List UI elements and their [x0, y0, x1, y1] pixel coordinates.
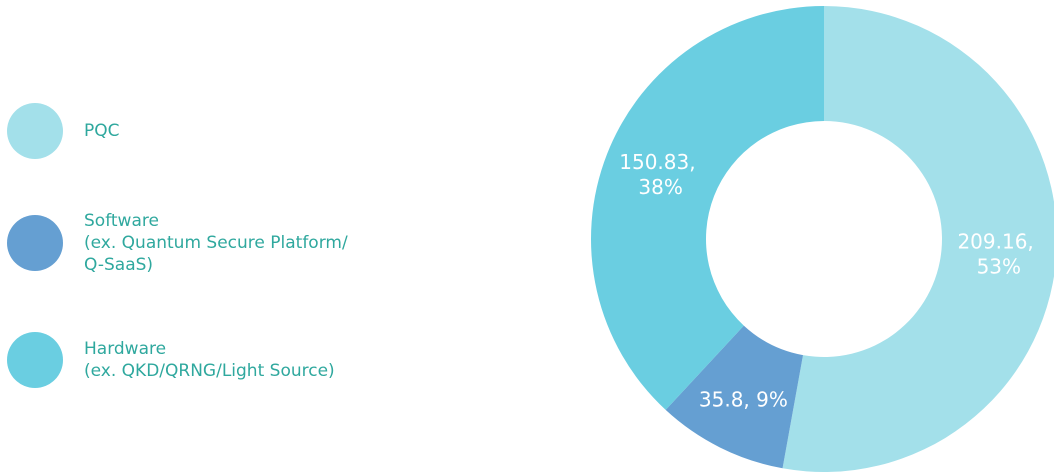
donut-slice: [782, 6, 1054, 472]
legend-swatch: [7, 332, 63, 388]
legend-swatch: [7, 103, 63, 159]
data-label: 209.16, 53%: [957, 229, 1040, 278]
donut-slice: [665, 325, 804, 469]
donut-slice: [591, 6, 824, 410]
data-label: 35.8, 9%: [699, 387, 788, 411]
legend-label: PQC: [84, 121, 120, 141]
data-label: 150.83, 38%: [619, 149, 702, 198]
legend-label: Hardware (ex. QKD/QRNG/Light Source): [84, 339, 335, 381]
legend-swatch: [7, 215, 63, 271]
legend-label: Software (ex. Quantum Secure Platform/ Q…: [84, 211, 348, 275]
